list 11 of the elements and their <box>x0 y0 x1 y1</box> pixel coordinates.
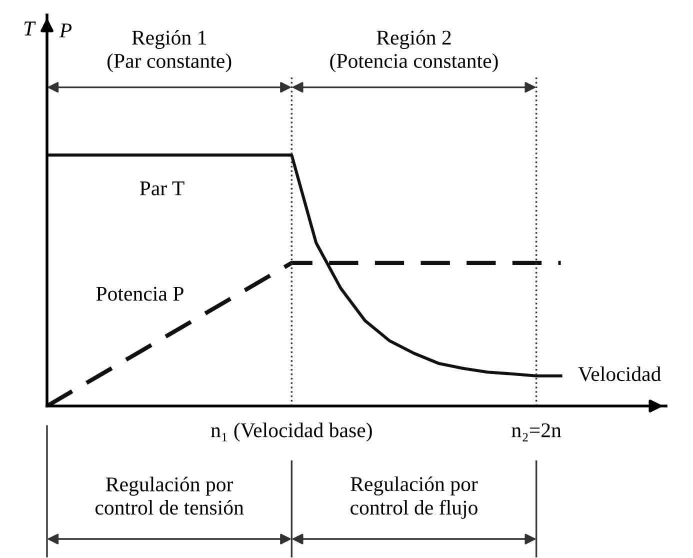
text: Región 2 (Potencia constante) <box>330 30 498 72</box>
x-tick-label: n₁ (Velocidad base) <box>211 422 372 442</box>
text: Regulación por control de flujo <box>350 476 478 519</box>
text: Región 1 (Par constante) <box>107 30 232 72</box>
x-axis-title: Velocidad <box>578 366 661 382</box>
x-tick-label: n₂=2n <box>512 423 562 442</box>
series-label: Par T <box>140 182 184 196</box>
text: P <box>59 24 72 38</box>
text: Regulación por control de tensión <box>95 476 244 515</box>
text: T <box>24 22 36 36</box>
series-label: Potencia P <box>96 286 184 301</box>
